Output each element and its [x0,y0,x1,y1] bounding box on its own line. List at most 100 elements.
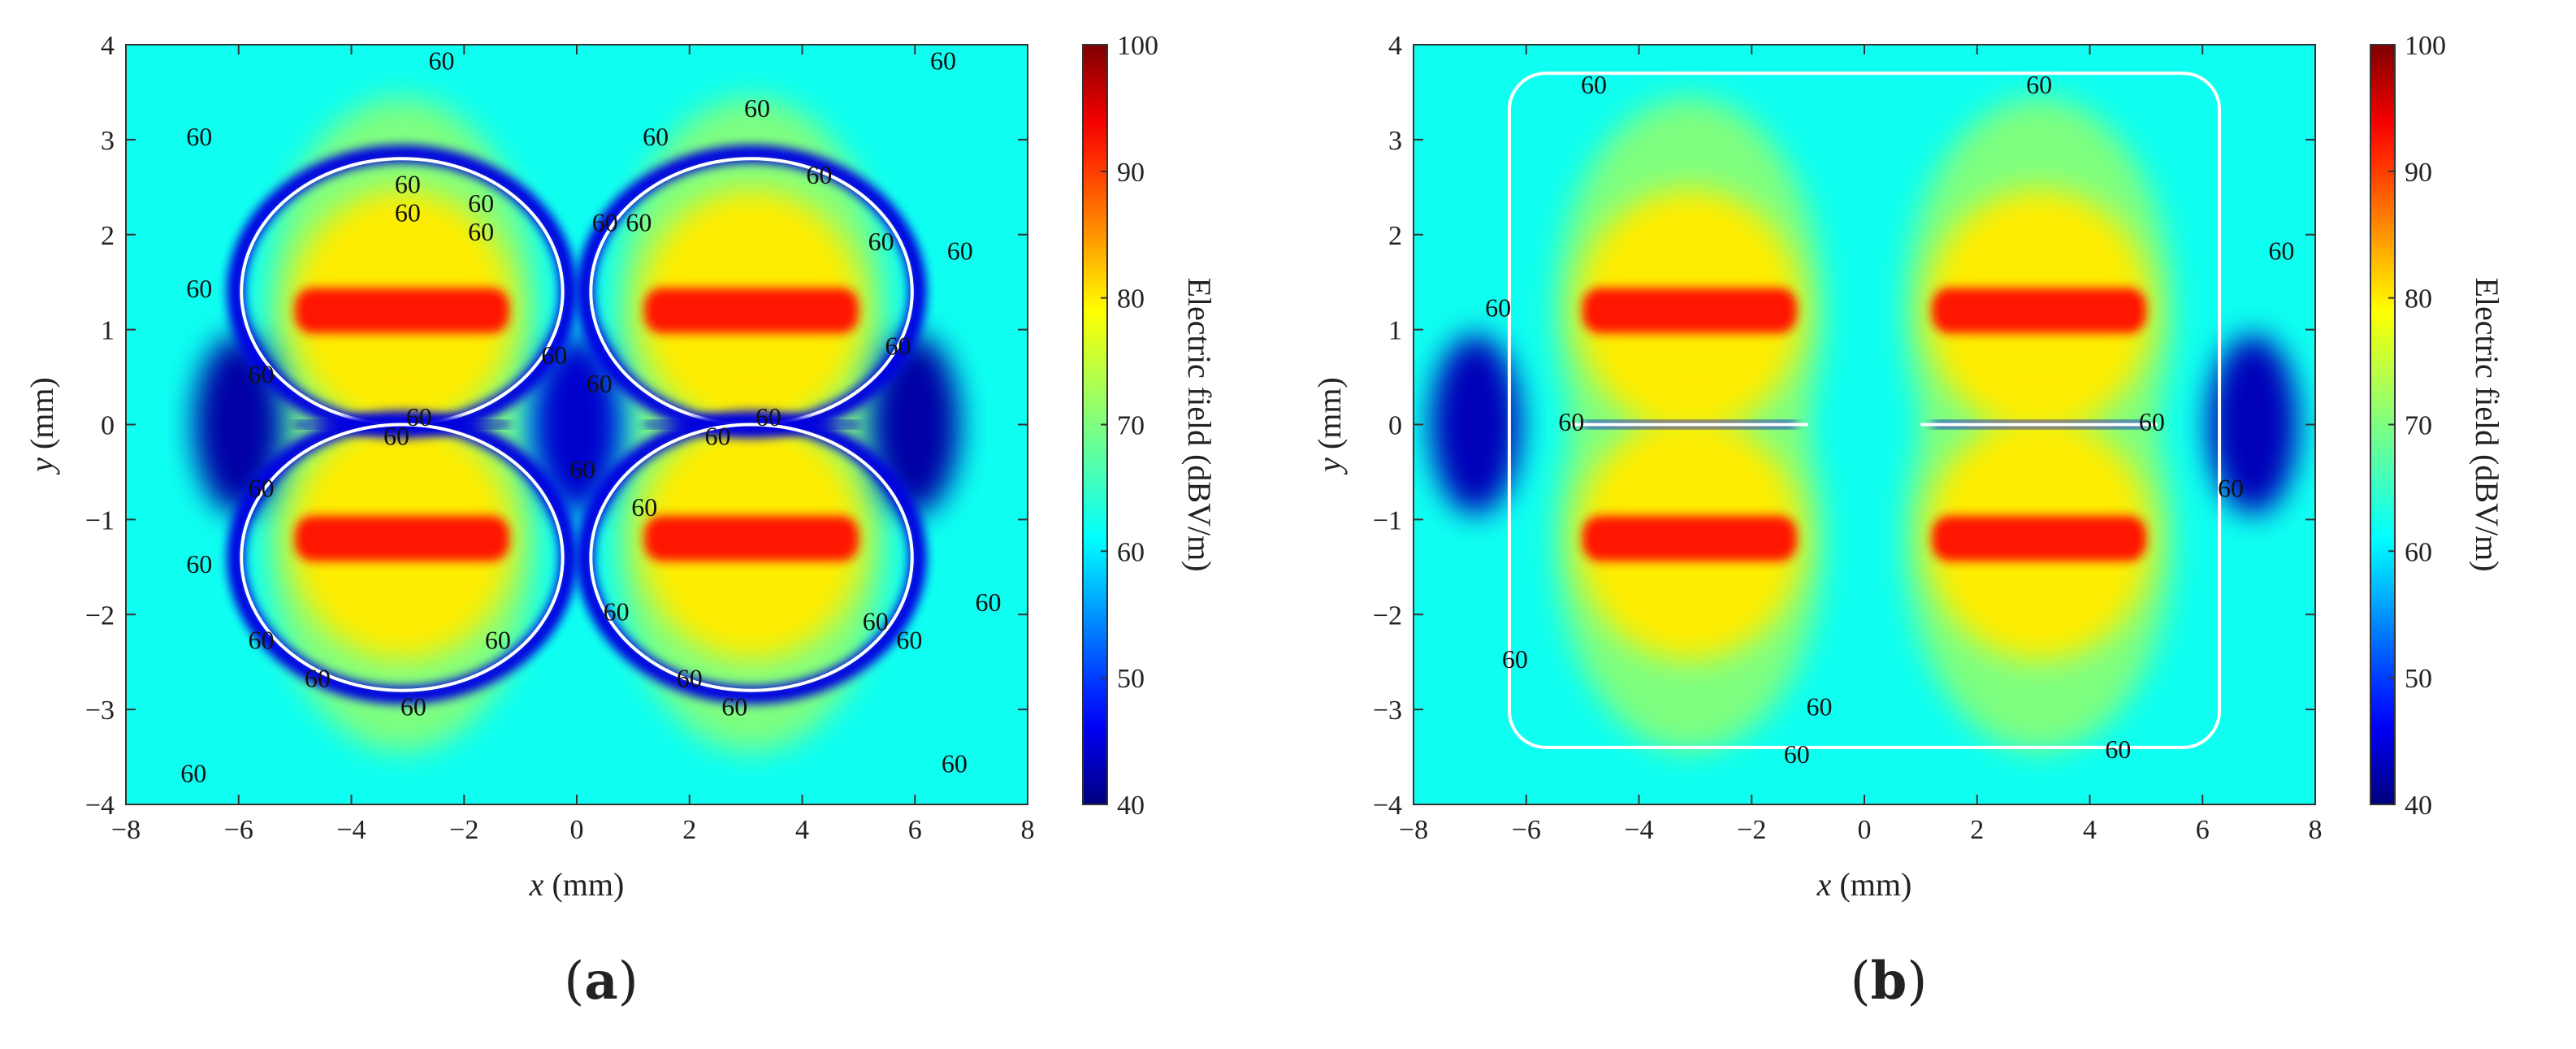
contour-label: 60 [744,93,770,123]
y-tick-label: −2 [85,600,115,631]
x-tick-label: 6 [2196,815,2210,845]
y-tick-label: 2 [101,221,115,251]
colorbar-tick-label: 100 [2405,31,2446,61]
contour-line [1507,72,2222,749]
hot-band [295,515,509,561]
contour-label: 60 [383,421,409,450]
contour-line [589,423,914,692]
contour-label: 60 [942,749,968,778]
x-tick-label: 2 [682,815,696,845]
y-tick-label: 4 [101,31,115,61]
x-tick-label: 6 [908,815,922,845]
colorbar-tick-label: 40 [1117,791,1145,821]
contour-label: 60 [1558,407,1584,436]
x-axis-label: x (mm) [1816,866,1912,903]
contour-label: 60 [395,198,421,228]
contour-label: 60 [885,331,911,360]
x-axis-label: x (mm) [529,866,625,903]
field-minimum [532,335,621,514]
contour-label: 60 [305,663,331,692]
colorbar-tick-label: 40 [2405,791,2432,821]
low-field-ring [227,145,578,439]
contour-label: 60 [186,274,212,303]
y-tick-label: 1 [1388,316,1402,346]
field-map: 60 60 60 60 60 60 60 60 60 60 60 60 60 60 60 60 60 60 60 60… [126,45,1028,804]
field-minimum [870,335,960,514]
colorbar-tick-label: 70 [2405,411,2432,441]
contour-label: 60 [863,606,889,635]
contour-label: 60 [541,340,567,370]
contour-label: 60 [806,160,832,189]
y-tick-label: 0 [1388,411,1402,441]
contour-label: 60 [180,758,206,787]
x-tick-label: 2 [1970,815,1984,845]
contour-label: 60 [2105,735,2131,764]
hot-band [644,288,859,334]
contour-label: 60 [186,122,212,151]
field-minimum [2208,335,2298,514]
y-axis-label: y (mm) [24,377,60,475]
contour-label: 60 [468,217,494,246]
y-tick-label: −3 [1373,696,1402,726]
x-tick-label: 4 [2083,815,2097,845]
hot-band [1582,288,1797,334]
x-tick-label: −2 [1737,815,1766,845]
y-tick-label: 3 [1388,126,1402,156]
colorbar-tick-label: 80 [2405,284,2432,314]
colorbar-tick-label: 80 [1117,284,1145,314]
hot-band [644,515,859,561]
contour-label: 60 [587,369,613,398]
contour-label: 60 [930,46,956,76]
panel-label-b: (b) [1850,951,1928,1012]
contour-label: 60 [249,474,275,503]
colorbar-tick-label: 50 [2405,664,2432,694]
contour-label: 60 [468,189,494,218]
contour-label: 60 [868,227,894,256]
contour-label: 60 [626,207,652,236]
colorbar-tick-label: 60 [1117,537,1145,567]
contour-label: 60 [947,236,973,265]
y-tick-label: 3 [101,126,115,156]
contour-label: 60 [677,663,703,692]
contour-label: 60 [2268,236,2294,265]
x-tick-label: −2 [449,815,478,845]
y-tick-label: 2 [1388,221,1402,251]
y-tick-label: −3 [85,696,115,726]
hot-band [1932,288,2146,334]
x-tick-label: 0 [570,815,584,845]
contour-label: 60 [400,691,426,721]
contour-label: 60 [249,626,275,655]
x-tick-label: −6 [224,815,253,845]
contour-label: 60 [643,122,669,151]
contour-label: 60 [2218,474,2244,503]
contour-label: 60 [604,597,630,626]
contour-label: 60 [249,359,275,388]
hot-band [1932,515,2146,561]
x-tick-label: −6 [1512,815,1541,845]
contour-label: 60 [1807,691,1833,721]
y-tick-label: −1 [1373,505,1402,535]
colorbar-label: Electric field (dBV/m) [2469,277,2505,571]
y-tick-label: 0 [101,411,115,441]
hot-band [295,288,509,334]
contour-label: 60 [896,626,922,655]
y-tick-label: −4 [85,791,115,821]
field-background [1414,45,2315,804]
x-tick-label: −8 [1399,815,1428,845]
x-tick-label: −4 [336,815,366,845]
colorbar-tick-label: 50 [1117,664,1145,694]
panel-label-a: (a) [564,951,639,1012]
y-tick-label: −1 [85,505,115,535]
contour-label: 60 [2139,407,2165,436]
contour-label: 60 [975,587,1001,617]
y-tick-label: 4 [1388,31,1402,61]
contour-line [240,423,565,692]
y-tick-label: −2 [1373,600,1402,631]
x-tick-label: −4 [1624,815,1653,845]
contour-label: 60 [1581,70,1607,99]
x-tick-label: 8 [1021,815,1035,845]
y-tick-label: 1 [101,316,115,346]
low-field-ring [227,410,578,704]
contour-label: 60 [429,46,455,76]
